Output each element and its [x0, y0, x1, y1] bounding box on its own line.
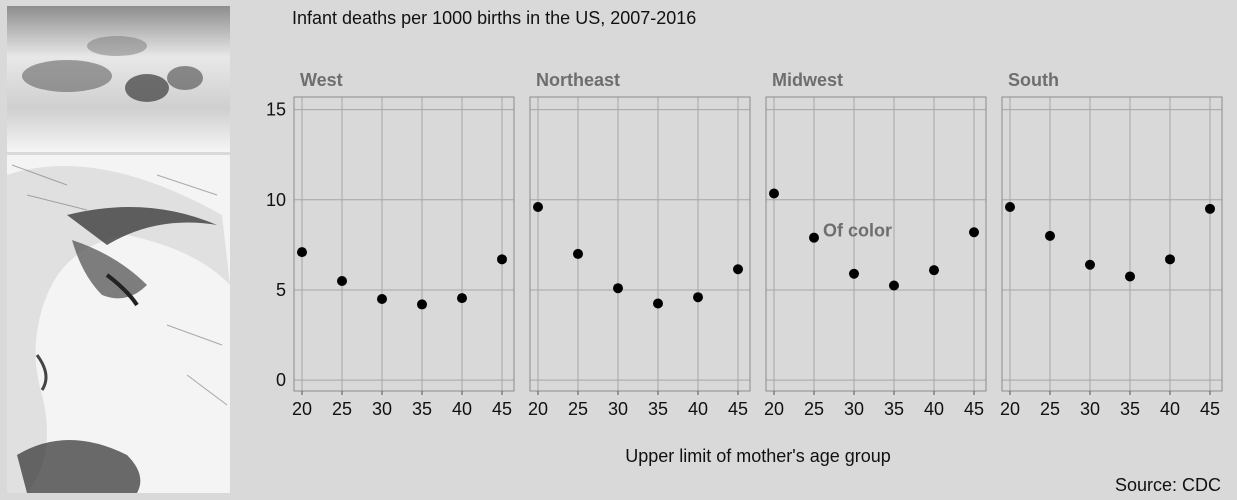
panel-south: South 20 25 30 35 40 45	[1000, 70, 1223, 419]
y-tick-label: 5	[276, 280, 286, 300]
panel-title: South	[1008, 70, 1059, 90]
data-point	[653, 298, 663, 309]
data-point	[297, 247, 307, 258]
panel-northeast: Northeast 20 25 30 35 40 45	[528, 70, 751, 419]
data-point	[809, 232, 819, 243]
data-point	[733, 264, 743, 275]
data-point	[889, 280, 899, 291]
source-note: Source: CDC	[1115, 475, 1221, 495]
panel-west: West 20 25 30 35 40 45	[292, 70, 515, 419]
data-point	[1045, 230, 1055, 241]
x-axis-label: Upper limit of mother's age group	[625, 446, 891, 466]
data-point	[1165, 254, 1175, 265]
x-tick-label: 40	[452, 399, 472, 419]
annotation-label: Of color	[823, 221, 892, 241]
data-point	[613, 283, 623, 294]
panel-frame	[765, 96, 987, 392]
data-point	[533, 202, 543, 213]
x-tick-label: 40	[924, 399, 944, 419]
x-tick-label: 25	[804, 399, 824, 419]
data-point	[457, 293, 467, 304]
x-tick-label: 35	[648, 399, 668, 419]
chart-title: Infant deaths per 1000 births in the US,…	[292, 8, 696, 28]
x-tick-label: 45	[492, 399, 512, 419]
data-point	[849, 268, 859, 279]
data-point	[1125, 271, 1135, 282]
data-point	[769, 188, 779, 199]
data-point	[693, 292, 703, 303]
x-tick-label: 25	[568, 399, 588, 419]
data-point	[573, 248, 583, 259]
data-point	[1085, 259, 1095, 270]
x-tick-label: 25	[1040, 399, 1060, 419]
x-tick-label: 25	[332, 399, 352, 419]
x-tick-label: 30	[372, 399, 392, 419]
x-tick-label: 20	[528, 399, 548, 419]
data-point	[1005, 202, 1015, 213]
y-tick-label: 15	[266, 100, 286, 120]
y-tick-label: 10	[266, 190, 286, 210]
panel-frame	[529, 96, 751, 392]
x-tick-label: 30	[844, 399, 864, 419]
x-tick-label: 40	[688, 399, 708, 419]
x-tick-label: 45	[964, 399, 984, 419]
panel-frame	[1001, 96, 1223, 392]
x-tick-label: 45	[1200, 399, 1220, 419]
data-point	[417, 299, 427, 310]
x-tick-label: 35	[412, 399, 432, 419]
x-tick-label: 35	[884, 399, 904, 419]
panel-frame	[293, 96, 515, 392]
y-tick-label: 0	[276, 370, 286, 390]
data-point	[969, 227, 979, 238]
x-tick-label: 30	[1080, 399, 1100, 419]
panel-title: West	[300, 70, 343, 90]
data-point	[497, 254, 507, 265]
data-point	[337, 275, 347, 286]
x-tick-label: 45	[728, 399, 748, 419]
x-tick-label: 20	[1000, 399, 1020, 419]
x-tick-label: 30	[608, 399, 628, 419]
x-tick-label: 20	[292, 399, 312, 419]
x-tick-label: 40	[1160, 399, 1180, 419]
panel-midwest: Midwest 20 25 30 35 40 45 Of color	[764, 70, 987, 419]
data-point	[377, 294, 387, 305]
data-point	[1205, 203, 1215, 214]
panel-title: Midwest	[772, 70, 843, 90]
panel-title: Northeast	[536, 70, 620, 90]
x-tick-label: 20	[764, 399, 784, 419]
data-point	[929, 265, 939, 276]
mother-sketch-photo	[7, 155, 230, 493]
x-tick-label: 35	[1120, 399, 1140, 419]
infant-photo	[7, 6, 230, 152]
